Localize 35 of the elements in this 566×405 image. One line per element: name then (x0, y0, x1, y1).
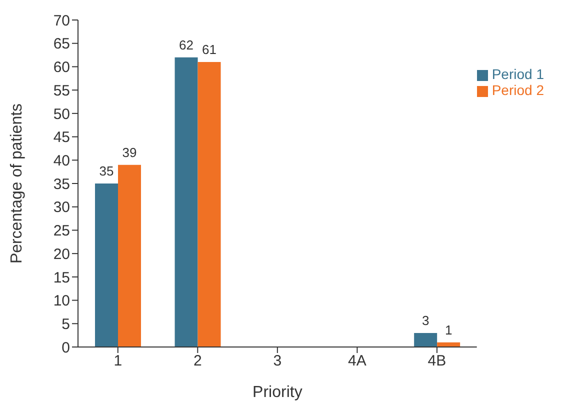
data-label: 3 (422, 312, 430, 328)
y-tick-label: 50 (53, 106, 70, 123)
y-tick-label: 40 (53, 152, 70, 170)
data-label: 1 (444, 322, 452, 338)
legend-label: Period 1 (492, 66, 544, 82)
y-tick-label: 60 (53, 59, 70, 76)
y-tick-label: 70 (53, 12, 70, 30)
y-tick-label: 10 (53, 292, 70, 310)
x-axis-title: Priority (252, 384, 302, 401)
y-tick-label: 65 (53, 36, 70, 53)
y-tick-label: 35 (53, 176, 70, 193)
x-tick-label: 4A (348, 352, 366, 370)
y-tick-label: 20 (53, 246, 70, 263)
bar (198, 62, 221, 347)
y-axis-title: Percentage of patients (8, 103, 26, 264)
bar (174, 57, 198, 347)
y-tick-label: 45 (53, 129, 70, 146)
data-label: 62 (179, 37, 194, 52)
y-tick-label: 0 (62, 339, 70, 356)
y-tick-label: 55 (53, 82, 70, 100)
bar (414, 332, 438, 347)
x-tick-label: 2 (193, 352, 202, 370)
y-tick-label: 5 (62, 316, 70, 333)
y-tick-label: 15 (53, 269, 70, 286)
x-tick-label: 3 (273, 352, 282, 370)
x-tick-label: 4B (428, 352, 446, 370)
legend-label: Period 2 (492, 82, 544, 98)
data-label: 35 (99, 164, 114, 178)
y-tick-label: 25 (53, 222, 70, 240)
y-tick-label: 30 (53, 199, 70, 216)
x-tick-label: 1 (114, 352, 122, 370)
bar (95, 184, 118, 347)
data-label: 61 (202, 42, 217, 58)
bar (118, 164, 141, 347)
data-label: 39 (122, 144, 137, 160)
